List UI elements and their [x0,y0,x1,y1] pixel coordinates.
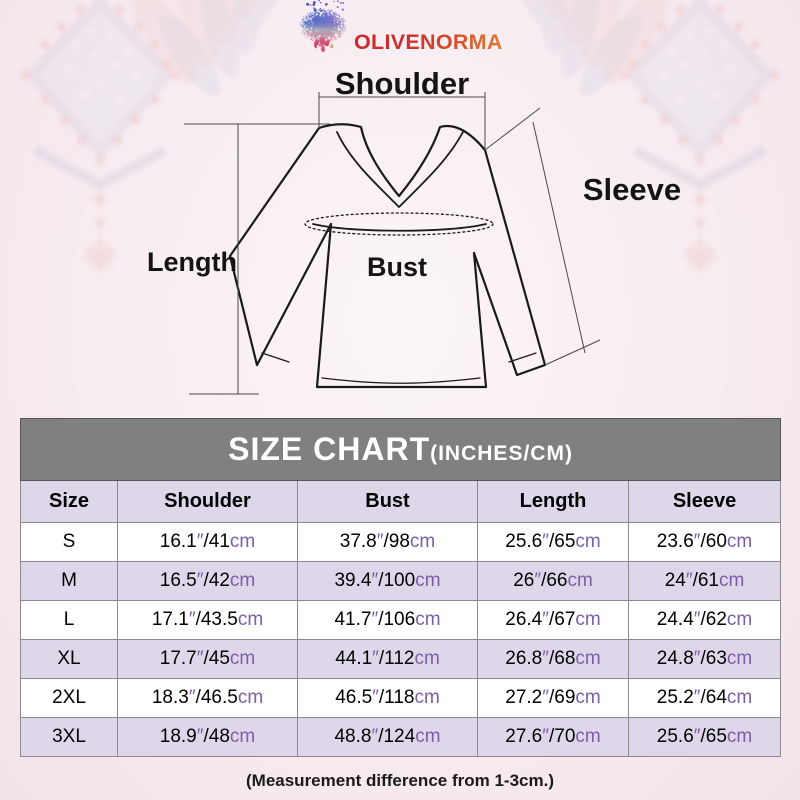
svg-text:Bust: Bust [367,252,427,282]
svg-text:Shoulder: Shoulder [335,66,469,101]
svg-text:Sleeve: Sleeve [583,172,681,207]
svg-text:Length: Length [147,247,237,277]
